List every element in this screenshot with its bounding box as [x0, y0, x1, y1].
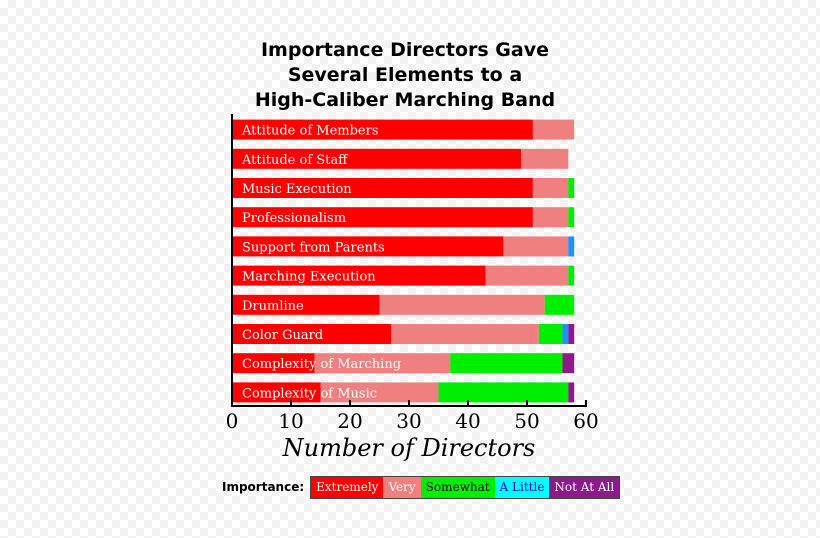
bar-1-extremely	[232, 119, 533, 140]
bar-8-not-at-all	[568, 324, 575, 344]
chart-title-line-3: High-Caliber Marching Band	[254, 89, 556, 111]
bar-2-extremely	[232, 148, 522, 169]
bar-5-very	[503, 236, 569, 257]
x-tick-label: 10	[278, 409, 303, 433]
bar-3-very	[532, 178, 569, 198]
x-axis-label: Number of Directors	[282, 434, 536, 462]
chart-title-line-1: Importance Directors Gave	[260, 39, 549, 61]
legend-item-not-at-all: Not At All	[549, 476, 620, 498]
x-tick-label: 40	[455, 409, 480, 433]
bar-10-very	[320, 382, 439, 403]
bar-9-somewhat	[450, 353, 563, 374]
bar-9-not-at-all	[562, 353, 575, 374]
x-tick-label: 50	[514, 409, 539, 433]
bar-7-extremely	[232, 294, 380, 315]
bar-9-very	[314, 353, 451, 374]
category-label: Marching Execution	[242, 270, 376, 285]
x-tick-label: 60	[573, 409, 598, 433]
category-label: Support from Parents	[242, 240, 385, 255]
bar-10-extremely	[232, 382, 321, 403]
category-label: Drumline	[242, 299, 304, 314]
bar-6-extremely	[232, 265, 486, 286]
bar-8-somewhat	[538, 324, 563, 344]
category-label: Color Guard	[242, 328, 323, 343]
bar-8-a-little	[562, 324, 569, 344]
legend-item-a-little: A Little	[494, 476, 550, 498]
legend-item-somewhat: Somewhat	[420, 476, 495, 498]
x-tick-label: 20	[337, 409, 362, 433]
bar-6-somewhat	[568, 265, 575, 286]
category-label: Attitude of Staff	[241, 153, 349, 168]
bar-8-very	[391, 324, 539, 344]
category-label: Attitude of Members	[241, 124, 379, 139]
legend-item-very: Very	[383, 476, 421, 498]
bar-10-somewhat	[438, 382, 569, 403]
bar-4-extremely	[232, 207, 533, 228]
bar-7-somewhat	[544, 294, 575, 315]
legend: Importance: Extremely Very Somewhat A Littl…	[222, 475, 621, 499]
category-label: Music Execution	[242, 182, 352, 197]
bar-5-extremely	[232, 236, 504, 257]
bar-3-somewhat	[568, 178, 575, 198]
bar-8-extremely	[232, 324, 392, 344]
bar-4-somewhat	[568, 207, 575, 228]
legend-title: Importance:	[222, 480, 305, 494]
legend-item-extremely: Extremely	[311, 476, 384, 498]
bar-7-very	[379, 294, 545, 315]
category-label: Professionalism	[242, 211, 346, 226]
legend-items: Extremely Very Somewhat A Little Not At All	[310, 475, 621, 499]
bar-5-a-little	[568, 236, 575, 257]
chart-title: Importance Directors Gave Several Elemen…	[190, 38, 620, 113]
category-label: Complexity of Music	[242, 386, 377, 401]
bar-9-extremely	[232, 353, 315, 374]
category-label: Complexity of Marching	[242, 357, 401, 372]
bar-3-extremely	[232, 178, 533, 198]
chart-title-line-2: Several Elements to a	[287, 64, 523, 86]
x-tick-label: 30	[396, 409, 421, 433]
bar-10-not-at-all	[568, 382, 575, 403]
bar-1-very	[532, 119, 575, 140]
x-tick-label: 0	[226, 409, 239, 433]
bar-2-very	[521, 148, 569, 169]
bar-6-very	[485, 265, 569, 286]
bar-4-very	[532, 207, 569, 228]
